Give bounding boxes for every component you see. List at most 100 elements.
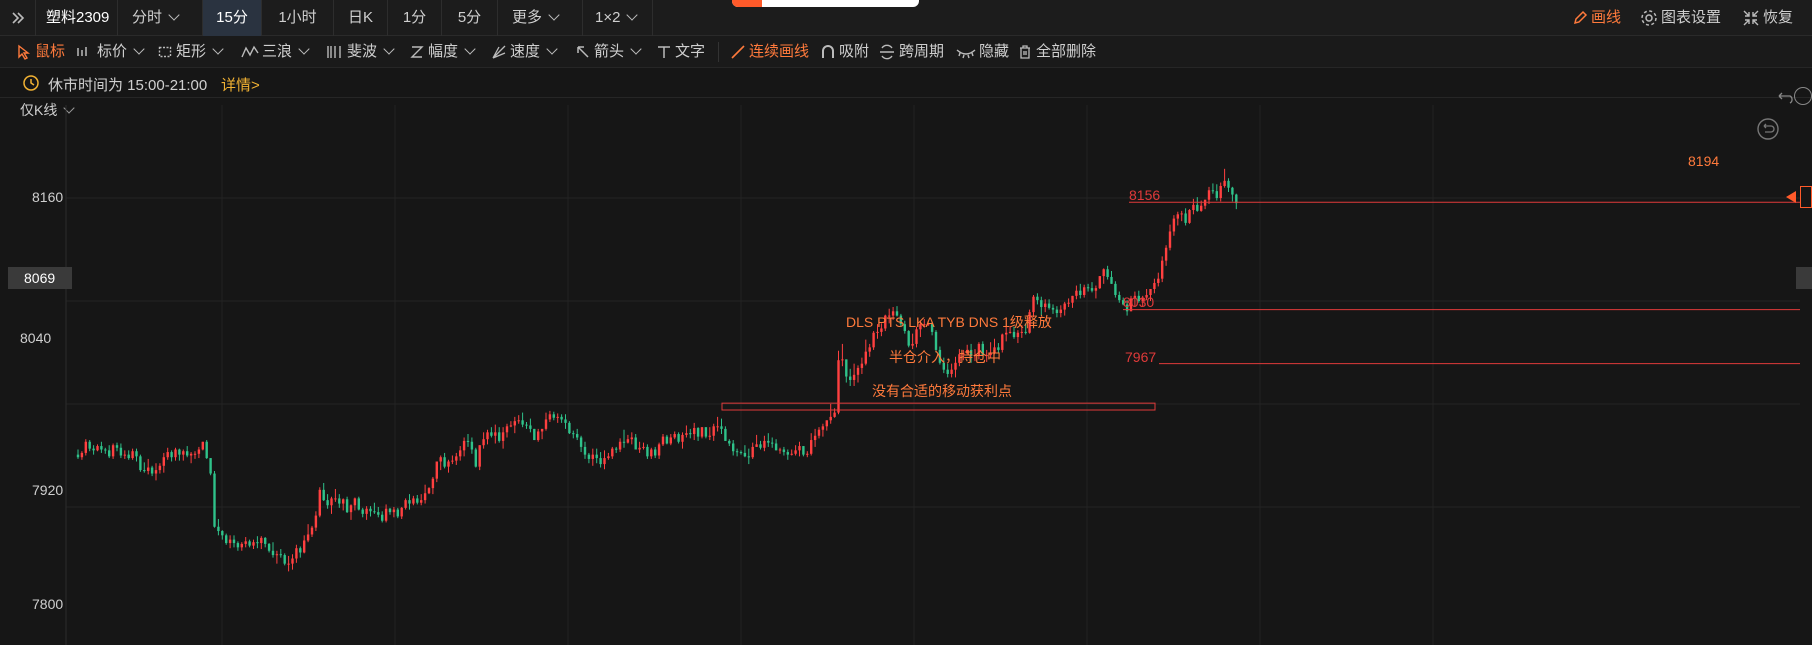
- candle: [919, 324, 922, 330]
- candle: [525, 424, 528, 426]
- zoom-icon[interactable]: [1794, 87, 1812, 105]
- candle: [322, 489, 325, 501]
- candle: [833, 412, 836, 417]
- candle: [150, 467, 154, 474]
- tool-delete-all[interactable]: 全部删除: [1017, 36, 1096, 68]
- tool-cross-period[interactable]: 跨周期: [878, 36, 944, 68]
- candle: [466, 440, 470, 442]
- candle: [1215, 191, 1218, 198]
- restore-icon: [1743, 10, 1759, 26]
- candle: [287, 563, 290, 565]
- text-icon: [658, 46, 670, 59]
- candle: [186, 451, 189, 456]
- candle: [462, 440, 466, 451]
- candle: [217, 526, 220, 532]
- tab-fenshi[interactable]: 分时: [118, 0, 203, 36]
- notice-details-link[interactable]: 详情>: [221, 77, 260, 94]
- candle: [381, 514, 384, 521]
- candle: [474, 449, 477, 467]
- candle: [927, 324, 930, 326]
- tool-speed[interactable]: 速度: [491, 36, 558, 68]
- floating-banner: [732, 0, 919, 7]
- tool-rectangle[interactable]: 矩形: [157, 36, 224, 68]
- candle: [221, 531, 224, 536]
- symbol-name[interactable]: 塑料2309: [36, 0, 118, 36]
- candle: [498, 432, 501, 441]
- clock-icon: [23, 75, 39, 91]
- tab-15min[interactable]: 15分: [203, 0, 262, 36]
- candle: [806, 453, 809, 455]
- candle: [603, 458, 606, 465]
- tool-amplitude[interactable]: 幅度: [409, 36, 476, 68]
- tool-continuous-line[interactable]: 连续画线: [730, 36, 809, 68]
- candle: [283, 555, 286, 564]
- tool-mouse[interactable]: 鼠标: [16, 36, 65, 68]
- candle: [92, 448, 95, 451]
- back-icon[interactable]: [1756, 117, 1780, 141]
- tool-snap[interactable]: 吸附: [820, 36, 869, 68]
- candle: [611, 448, 614, 457]
- candle: [1032, 296, 1035, 313]
- candle: [732, 443, 735, 452]
- candle: [1083, 287, 1086, 295]
- tool-hide[interactable]: 隐藏: [956, 36, 1009, 68]
- candle: [443, 457, 446, 467]
- candle: [771, 442, 774, 444]
- chart-settings-button[interactable]: 图表设置: [1640, 0, 1740, 36]
- current-price-label: 8069: [8, 267, 72, 289]
- candle: [665, 436, 669, 444]
- tab-more[interactable]: 更多: [498, 0, 583, 36]
- candle: [490, 432, 493, 436]
- tool-text[interactable]: 文字: [656, 36, 705, 68]
- tab-daily-k[interactable]: 日K: [334, 0, 388, 36]
- kline-only-dropdown[interactable]: 仅K线: [20, 100, 76, 120]
- candle: [681, 434, 684, 442]
- candle: [1211, 190, 1215, 192]
- candle: [572, 433, 575, 435]
- candle: [677, 434, 680, 442]
- candle: [661, 436, 665, 445]
- candle: [96, 446, 99, 451]
- undo-icon[interactable]: [1776, 88, 1796, 104]
- candle: [1161, 260, 1164, 279]
- tab-1hour[interactable]: 1小时: [262, 0, 334, 36]
- candle: [728, 440, 731, 444]
- candle: [1024, 331, 1027, 333]
- draw-line-button[interactable]: 画线: [1572, 0, 1632, 36]
- tab-1min[interactable]: 1分: [388, 0, 442, 36]
- candle: [123, 454, 126, 456]
- candle: [1168, 231, 1172, 248]
- cross-period-icon: [880, 44, 894, 60]
- tool-three-wave[interactable]: 三浪: [241, 36, 310, 68]
- drawn-rectangle: [721, 402, 1156, 411]
- candle: [369, 508, 372, 512]
- candlestick-chart[interactable]: [0, 98, 1812, 645]
- candle: [1223, 180, 1226, 186]
- chart-area[interactable]: 仅K线 8160 7920 7800 8040 8069 DLS PTS LKA…: [0, 87, 1812, 645]
- candle: [813, 435, 817, 441]
- tool-fibonacci[interactable]: 斐波: [326, 36, 395, 68]
- candle: [209, 458, 212, 474]
- chevron-down-icon: [133, 43, 145, 55]
- candle: [884, 315, 887, 329]
- expand-icon[interactable]: [0, 0, 36, 36]
- candle: [837, 360, 840, 413]
- candle: [654, 449, 657, 456]
- restore-button[interactable]: 恢复: [1742, 0, 1812, 36]
- candle: [946, 369, 949, 374]
- candle: [400, 507, 403, 517]
- candle: [435, 461, 438, 479]
- tool-price-mark[interactable]: 标价: [76, 36, 145, 68]
- candle: [521, 420, 524, 425]
- layout-selector[interactable]: 1×2: [583, 0, 653, 36]
- candle: [147, 467, 150, 471]
- candle: [841, 359, 844, 361]
- tab-5min[interactable]: 5分: [442, 0, 498, 36]
- candle: [880, 328, 883, 332]
- candle: [1067, 302, 1070, 304]
- candle: [291, 558, 294, 564]
- tool-arrow[interactable]: 箭头: [575, 36, 642, 68]
- candle: [1044, 303, 1047, 308]
- fibonacci-icon: [327, 46, 341, 59]
- candle: [810, 440, 813, 454]
